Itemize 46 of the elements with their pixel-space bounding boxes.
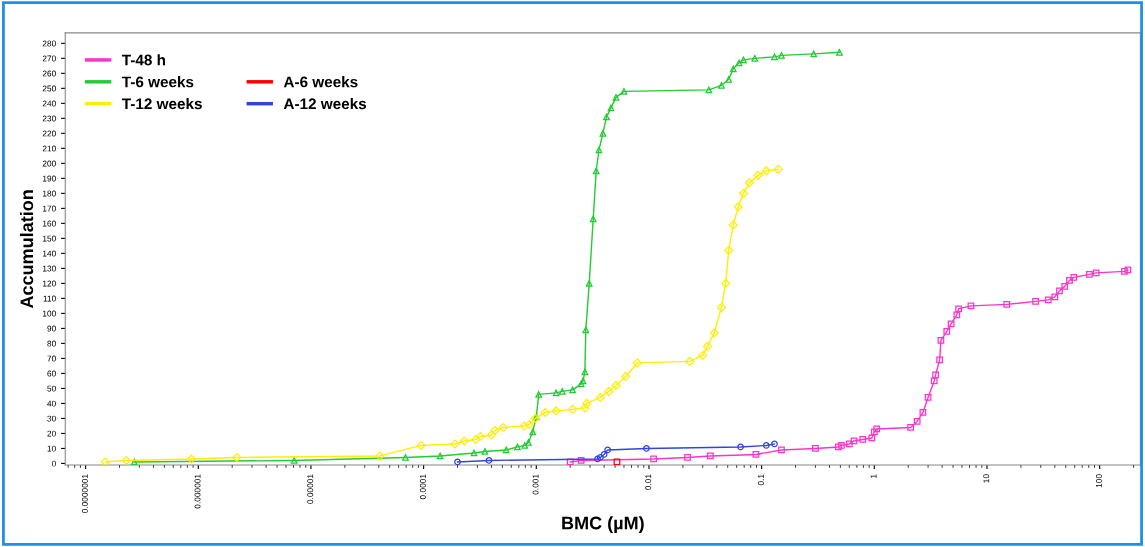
- x-axis-title: BMC (µM): [562, 516, 644, 533]
- y-tick-label: 110: [43, 295, 56, 302]
- y-tick-label: 160: [42, 220, 56, 227]
- y-tick-label: 10: [47, 445, 56, 452]
- y-tick-label: 40: [47, 400, 56, 407]
- y-tick-label: 70: [47, 355, 56, 362]
- y-tick-label: 80: [47, 340, 56, 347]
- y-tick-label: 230: [42, 115, 56, 122]
- y-tick-label: 260: [42, 70, 56, 77]
- legend-label: A-6 weeks: [283, 76, 358, 88]
- y-tick-label: 180: [42, 190, 56, 197]
- y-tick-label: 280: [42, 40, 56, 47]
- y-tick-label: 0: [51, 460, 56, 467]
- y-tick-label: 120: [42, 280, 56, 287]
- x-tick-label: 0.00001: [307, 474, 314, 504]
- y-tick-label: 200: [42, 160, 56, 167]
- legend-label: A-12 weeks: [283, 97, 367, 110]
- y-tick-label: 20: [47, 430, 56, 437]
- x-tick-label: 0.001: [532, 474, 539, 495]
- y-tick-label: 90: [47, 325, 56, 332]
- y-axis-title: Accumulation: [19, 190, 34, 309]
- y-tick-label: 60: [47, 370, 56, 377]
- x-tick-label: 1: [870, 474, 877, 478]
- y-tick-label: 100: [42, 310, 56, 317]
- legend-label: T-6 weeks: [121, 76, 194, 88]
- y-tick-label: 130: [42, 265, 56, 272]
- y-tick-label: 190: [42, 175, 56, 182]
- y-tick-label: 170: [42, 205, 56, 212]
- y-tick-label: 30: [47, 415, 56, 422]
- x-tick-label: 0.01: [645, 474, 652, 490]
- x-tick-label: 100: [1096, 474, 1102, 488]
- x-tick-label: 0.000001: [194, 474, 201, 509]
- y-tick-label: 270: [42, 55, 56, 62]
- x-tick-label: 0.0001: [419, 474, 426, 500]
- legend-label: T-48 h: [121, 54, 165, 66]
- y-tick-label: 210: [42, 145, 56, 152]
- y-tick-label: 150: [42, 235, 56, 242]
- x-tick-label: 0.1: [757, 474, 764, 486]
- y-tick-label: 50: [47, 385, 56, 392]
- y-tick-label: 240: [42, 100, 56, 107]
- y-tick-label: 250: [42, 85, 56, 92]
- y-tick-label: 140: [42, 250, 56, 257]
- x-tick-label: 0.0000001: [81, 474, 88, 514]
- legend-label: T-12 weeks: [121, 97, 202, 110]
- x-tick-label: 10: [983, 474, 990, 483]
- y-tick-label: 220: [42, 130, 56, 137]
